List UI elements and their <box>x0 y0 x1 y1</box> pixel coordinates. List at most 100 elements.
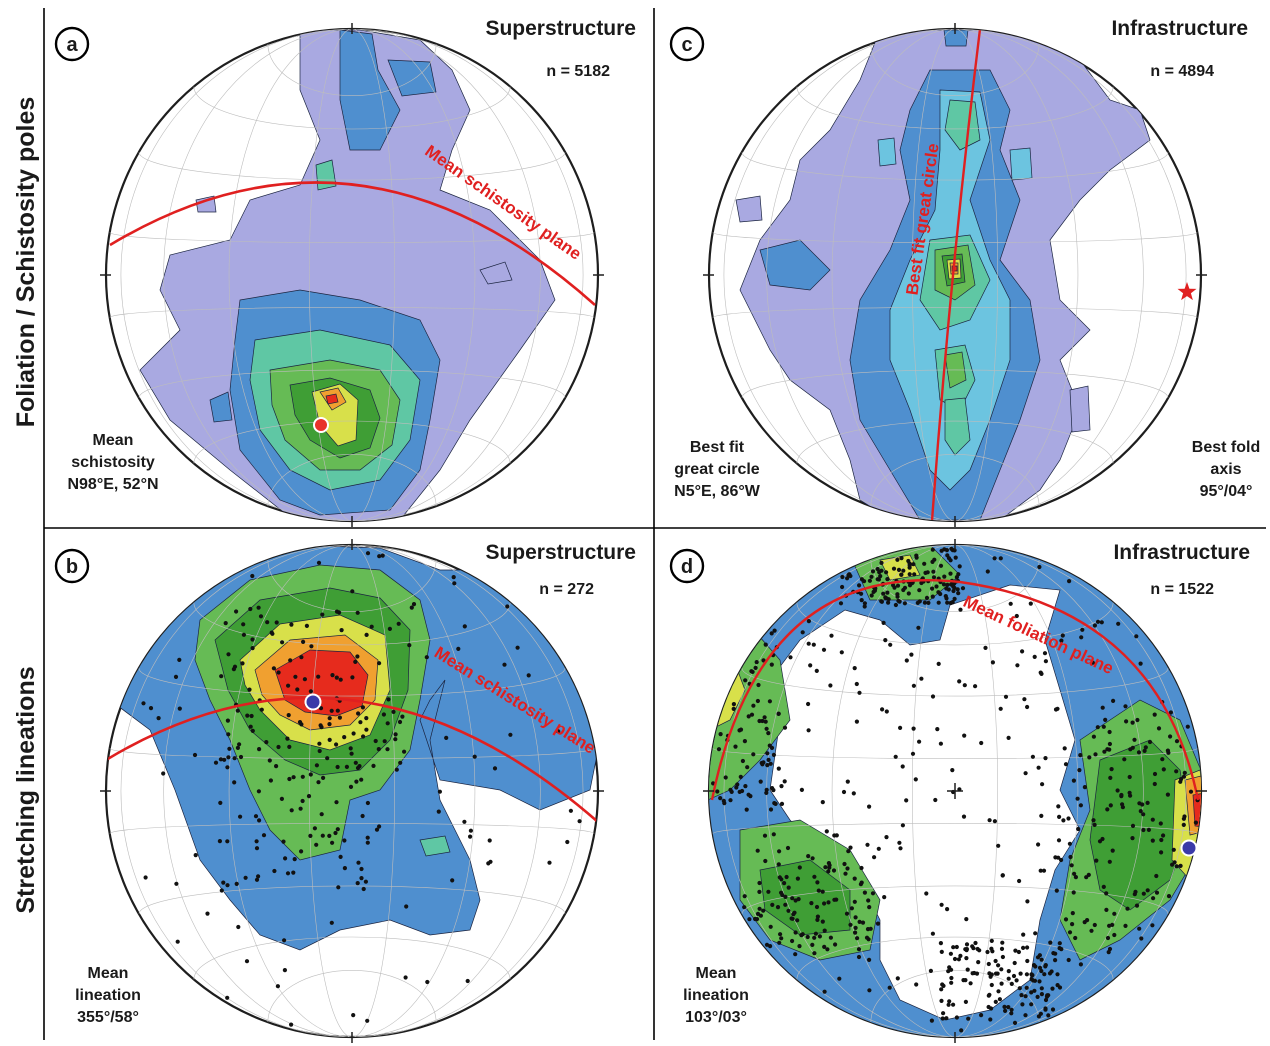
panel-letter: b <box>66 556 78 578</box>
lineation-point <box>1112 932 1117 938</box>
lineation-point <box>234 609 239 614</box>
lineation-point <box>939 548 944 553</box>
lineation-point <box>1039 992 1044 997</box>
lineation-point <box>975 946 980 952</box>
svg-text:lineation: lineation <box>75 987 141 1004</box>
lineation-point <box>225 995 230 1000</box>
lineation-point <box>258 614 264 619</box>
lineation-point <box>355 881 360 886</box>
lineation-point <box>451 575 456 580</box>
lineation-point <box>1134 634 1139 639</box>
lineation-point <box>810 942 815 948</box>
mean-schistosity-plane <box>106 696 598 823</box>
lineation-point <box>777 849 782 854</box>
lineation-point <box>875 566 880 572</box>
lineation-point <box>820 889 825 894</box>
lineation-point <box>1014 613 1019 619</box>
grid-meridian <box>351 545 476 1037</box>
lineation-point <box>946 587 951 592</box>
grid-parallel <box>109 232 595 243</box>
lineation-point <box>515 645 520 650</box>
sample-count: n = 1522 <box>1150 581 1214 598</box>
lineation-point <box>963 999 969 1005</box>
lineation-point <box>979 1013 984 1018</box>
svg-text:great circle: great circle <box>674 461 759 478</box>
lineation-point <box>338 854 343 860</box>
lineation-point <box>896 567 902 573</box>
panel-letter-badge <box>669 548 705 584</box>
lineation-point <box>824 829 829 834</box>
lineation-point <box>825 947 830 952</box>
svg-text:Mean: Mean <box>93 432 134 449</box>
lineation-point <box>1039 671 1044 677</box>
lineation-point <box>1059 857 1064 863</box>
lineation-point <box>225 718 230 723</box>
lineation-point <box>772 628 777 633</box>
lineation-point <box>867 804 872 809</box>
lineation-point <box>952 596 957 602</box>
grid-parallel <box>712 232 1198 243</box>
lineation-point <box>250 573 255 579</box>
lineation-point <box>1145 800 1150 806</box>
lineation-point <box>857 919 862 925</box>
lineation-point <box>878 574 883 579</box>
lineation-point <box>723 775 728 780</box>
lineation-point <box>851 791 856 796</box>
lineation-point <box>749 712 755 717</box>
lineation-point <box>1091 734 1096 739</box>
lineation-point <box>895 583 901 588</box>
lineation-point <box>1130 745 1135 750</box>
lineation-point <box>365 840 370 845</box>
lineation-point <box>337 715 342 720</box>
grid-parallel <box>741 151 1169 181</box>
svg-text:lineation: lineation <box>683 987 749 1004</box>
lineation-point <box>141 701 146 706</box>
lineation-point <box>360 813 365 819</box>
lineation-point <box>740 788 745 794</box>
lineation-point <box>1120 802 1125 807</box>
lineation-point <box>1073 875 1078 880</box>
lineation-point <box>508 732 513 737</box>
lineation-point <box>933 797 938 803</box>
lineation-point <box>355 610 360 615</box>
lineation-point <box>1133 889 1138 895</box>
grid-parallel <box>712 307 1198 318</box>
lineation-point <box>768 924 773 929</box>
svg-text:355°/58°: 355°/58° <box>77 1009 139 1026</box>
lineation-point <box>1059 638 1064 643</box>
lineation-point <box>938 741 944 746</box>
lineation-point <box>409 605 414 610</box>
lineation-point <box>770 902 775 908</box>
lineation-point <box>822 989 827 994</box>
lineation-point <box>738 727 744 732</box>
lineation-point <box>1168 734 1173 739</box>
lineation-point <box>939 902 944 907</box>
grid-parallel <box>267 43 437 96</box>
lineation-point <box>1092 623 1097 628</box>
lineation-point <box>1185 724 1190 729</box>
grid-parallel <box>870 970 1040 1023</box>
lineation-point <box>997 997 1003 1002</box>
grid-meridian <box>120 545 353 1037</box>
lineation-point <box>987 971 992 976</box>
lineation-point <box>939 998 944 1004</box>
lineation-point <box>306 794 312 799</box>
lineation-point <box>776 711 781 716</box>
lineation-point <box>359 866 364 872</box>
grid-parallel <box>193 86 511 130</box>
lineation-point <box>895 592 900 597</box>
lineation-point <box>219 888 224 893</box>
lineation-point <box>800 630 805 635</box>
lineation-point <box>909 581 915 586</box>
grid-meridian <box>766 29 956 521</box>
lineation-point <box>1166 894 1172 899</box>
lineation-point <box>1009 1007 1014 1012</box>
lineation-point <box>177 657 182 663</box>
lineation-point <box>327 716 332 721</box>
lineation-point <box>755 911 761 917</box>
lineation-point <box>845 866 850 871</box>
lineation-point <box>221 880 226 885</box>
lineation-point <box>740 758 746 764</box>
lineation-point <box>964 956 969 961</box>
lineation-point <box>342 735 347 740</box>
